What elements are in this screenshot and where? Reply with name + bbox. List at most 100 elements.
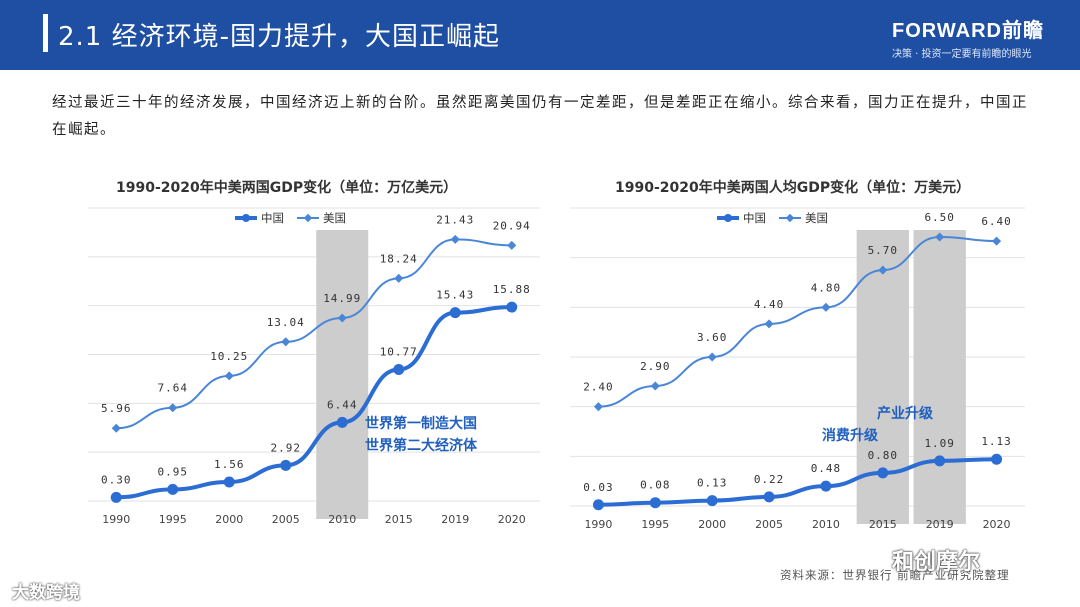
pc-xtick-2015: 2015 (869, 518, 897, 531)
gdp-point-china-2020 (506, 301, 518, 313)
pc-legend-label-0: 中国 (743, 211, 766, 225)
pc-highlight-2019 (913, 230, 966, 524)
gdp-point-china-2000 (223, 476, 235, 488)
pc-label-china-2015: 0.80 (868, 449, 899, 462)
gdp-label-us-1990: 5.96 (101, 402, 132, 415)
pc-label-us-2005: 4.40 (754, 298, 785, 311)
gdp-label-us-2019: 21.43 (436, 213, 474, 226)
gdp-label-china-2019: 15.43 (436, 289, 474, 302)
gdp-xtick-2015: 2015 (385, 513, 413, 526)
pc-label-china-2000: 0.13 (697, 477, 728, 490)
gdp-label-china-1990: 0.30 (101, 473, 132, 486)
gdp-legend-label-1: 美国 (323, 211, 346, 225)
pc-xtick-2019: 2019 (926, 518, 954, 531)
gdp-point-china-2019 (449, 307, 461, 319)
gdp-point-us-2019 (450, 234, 460, 244)
gdp-point-china-1990 (110, 491, 122, 503)
gdp-annotation-1: 世界第二大经济体 (365, 437, 478, 454)
gdp-label-china-2005: 2.92 (271, 441, 302, 454)
pc-legend-marker-1 (785, 213, 795, 223)
pc-label-china-2010: 0.48 (811, 462, 842, 475)
pc-point-china-2015 (877, 467, 889, 479)
pc-annotation-1: 产业升级 (877, 405, 934, 422)
gdp-point-china-2010 (336, 416, 348, 428)
gdp-label-china-2010: 6.44 (327, 398, 358, 411)
pc-label-us-1995: 2.90 (640, 360, 671, 373)
pc-label-china-2005: 0.22 (754, 473, 785, 486)
gdp-point-china-2015 (393, 364, 405, 376)
pc-legend-label-1: 美国 (805, 211, 828, 225)
intro-paragraph: 经过最近三十年的经济发展，中国经济迈上新的台阶。虽然距离美国仍有一定差距，但是差… (52, 95, 1028, 138)
pc-point-us-2020 (992, 236, 1002, 246)
pc-point-china-2020 (991, 453, 1003, 465)
pc-label-us-2019: 6.50 (924, 211, 955, 224)
gdp-series-line-china (116, 305, 512, 500)
gdp-xtick-2020: 2020 (498, 513, 526, 526)
gdp-legend-marker-1 (303, 213, 313, 223)
gdp-chart: 1990-2020年中美两国GDP变化（单位：万亿美元） 中国 美国 5.96 7.64… (50, 168, 550, 540)
gdp-highlight-2010 (316, 230, 369, 519)
pc-xtick-2005: 2005 (755, 518, 783, 531)
gdp-xtick-1995: 1995 (159, 513, 187, 526)
per-capita-gdp-chart: 1990-2020年中美两国人均GDP变化（单位：万美元） 中国 美国 2.40 2.9… (545, 168, 1045, 540)
pc-xtick-2000: 2000 (698, 518, 726, 531)
brand-slogan: 决策 · 投资一定要有前瞻的眼光 (892, 49, 1032, 60)
gdp-chart-svg: 1990-2020年中美两国GDP变化（单位：万亿美元） 中国 美国 5.96 7.64… (88, 179, 540, 526)
gdp-point-us-2000 (224, 371, 234, 381)
pc-label-china-1990: 0.03 (583, 481, 614, 494)
pc-legend-marker-0 (724, 214, 732, 222)
pc-point-china-2010 (820, 480, 832, 492)
brand-logo: FORWARD前瞻 决策 · 投资一定要有前瞻的眼光 (892, 14, 1044, 60)
gdp-label-china-2000: 1.56 (214, 458, 245, 471)
pc-label-us-1990: 2.40 (583, 381, 614, 394)
pc-point-us-2005 (764, 319, 774, 329)
pc-point-us-2010 (821, 302, 831, 312)
pc-series-line-china (598, 457, 997, 507)
pc-label-us-2010: 4.80 (811, 281, 842, 294)
gdp-point-us-1995 (168, 403, 178, 413)
gdp-xtick-2019: 2019 (441, 513, 469, 526)
pc-label-us-2000: 3.60 (697, 331, 728, 344)
pc-label-china-1995: 0.08 (640, 479, 671, 492)
gdp-point-us-1990 (111, 423, 121, 433)
pc-point-us-1995 (650, 381, 660, 391)
pc-xtick-2010: 2010 (812, 518, 840, 531)
gdp-label-us-2020: 20.94 (493, 219, 531, 232)
gdp-legend-label-0: 中国 (261, 211, 284, 225)
pc-label-china-2019: 1.09 (924, 437, 955, 450)
pc-label-us-2015: 5.70 (868, 244, 899, 257)
pc-point-china-2000 (706, 495, 718, 507)
gdp-label-china-2015: 10.77 (380, 346, 418, 359)
title-accent-bar (43, 14, 48, 52)
pc-label-us-2020: 6.40 (981, 215, 1012, 228)
gdp-label-us-1995: 7.64 (158, 382, 189, 395)
gdp-label-us-2005: 13.04 (267, 316, 305, 329)
gdp-label-china-2020: 15.88 (493, 283, 531, 296)
pc-point-us-1990 (593, 402, 603, 412)
per-capita-chart-svg: 1990-2020年中美两国人均GDP变化（单位：万美元） 中国 美国 2.40 2.9… (570, 179, 1025, 531)
pc-xtick-1995: 1995 (641, 518, 669, 531)
gdp-point-us-2020 (507, 240, 517, 250)
pc-chart-title: 1990-2020年中美两国人均GDP变化（单位：万美元） (615, 179, 970, 196)
watermark-right: 和创摩尔 (892, 550, 981, 575)
gdp-xtick-2005: 2005 (272, 513, 300, 526)
pc-series-line-us (598, 235, 997, 408)
gdp-label-us-2015: 18.24 (380, 252, 418, 265)
pc-xtick-1990: 1990 (584, 518, 612, 531)
gdp-legend-marker-0 (242, 214, 250, 222)
gdp-point-china-1995 (167, 483, 179, 495)
gdp-xtick-2010: 2010 (328, 513, 356, 526)
gdp-label-us-2000: 10.25 (210, 350, 248, 363)
pc-label-china-2020: 1.13 (981, 435, 1012, 448)
pc-xtick-2020: 2020 (983, 518, 1011, 531)
pc-point-china-2019 (934, 455, 946, 467)
page-title: 2.1 经济环境-国力提升，大国正崛起 (58, 22, 500, 52)
pc-annotation-0: 消费升级 (822, 427, 879, 444)
gdp-label-china-1995: 0.95 (158, 465, 189, 478)
pc-point-china-1990 (592, 499, 604, 511)
pc-point-china-2005 (763, 491, 775, 503)
gdp-point-us-2005 (281, 337, 291, 347)
pc-point-us-2000 (707, 352, 717, 362)
gdp-chart-title: 1990-2020年中美两国GDP变化（单位：万亿美元） (116, 179, 457, 196)
brand-name: FORWARD前瞻 (892, 20, 1044, 42)
